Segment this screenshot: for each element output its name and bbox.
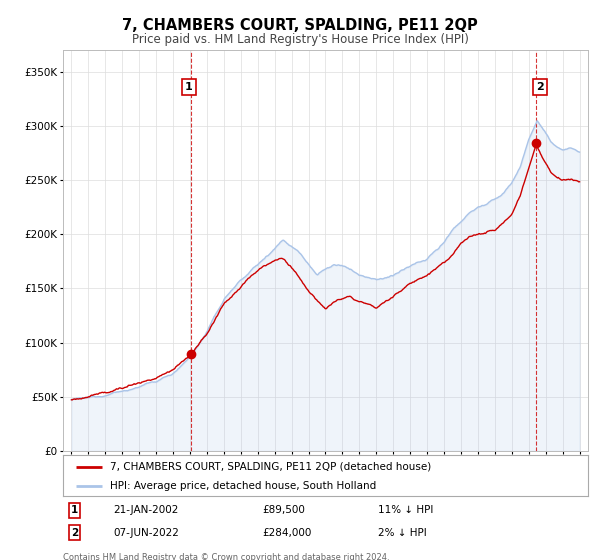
Text: 1: 1 xyxy=(71,505,78,515)
Text: Contains HM Land Registry data © Crown copyright and database right 2024.
This d: Contains HM Land Registry data © Crown c… xyxy=(63,553,389,560)
Text: 11% ↓ HPI: 11% ↓ HPI xyxy=(378,505,433,515)
Text: 2: 2 xyxy=(536,82,544,92)
Text: £284,000: £284,000 xyxy=(263,528,312,538)
Text: 2% ↓ HPI: 2% ↓ HPI xyxy=(378,528,427,538)
Text: 1: 1 xyxy=(185,82,193,92)
Text: 07-JUN-2022: 07-JUN-2022 xyxy=(113,528,179,538)
Text: 2: 2 xyxy=(71,528,78,538)
Text: Price paid vs. HM Land Registry's House Price Index (HPI): Price paid vs. HM Land Registry's House … xyxy=(131,32,469,46)
Text: 7, CHAMBERS COURT, SPALDING, PE11 2QP: 7, CHAMBERS COURT, SPALDING, PE11 2QP xyxy=(122,18,478,32)
Text: 7, CHAMBERS COURT, SPALDING, PE11 2QP (detached house): 7, CHAMBERS COURT, SPALDING, PE11 2QP (d… xyxy=(110,461,431,472)
Text: HPI: Average price, detached house, South Holland: HPI: Average price, detached house, Sout… xyxy=(110,480,377,491)
Text: 21-JAN-2002: 21-JAN-2002 xyxy=(113,505,178,515)
Text: £89,500: £89,500 xyxy=(263,505,305,515)
